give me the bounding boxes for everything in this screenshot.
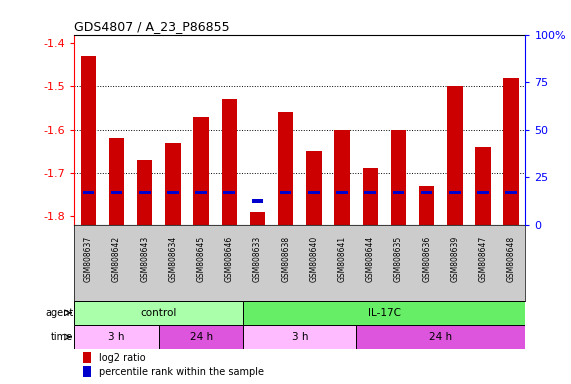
Text: GSM808637: GSM808637: [84, 236, 93, 282]
Bar: [356, 325, 525, 349]
Bar: [280, 190, 291, 194]
Bar: [83, 366, 91, 377]
Bar: [74, 325, 159, 349]
Text: GSM808636: GSM808636: [422, 236, 431, 282]
Text: control: control: [140, 308, 177, 318]
Bar: [159, 325, 243, 349]
Text: time: time: [51, 332, 74, 342]
Text: GSM808634: GSM808634: [168, 236, 178, 282]
Bar: [364, 190, 376, 194]
Bar: [278, 113, 293, 225]
Text: GDS4807 / A_23_P86855: GDS4807 / A_23_P86855: [74, 20, 230, 33]
Bar: [475, 147, 491, 225]
Bar: [504, 78, 519, 225]
Bar: [447, 86, 463, 225]
Bar: [83, 352, 91, 363]
Bar: [421, 190, 432, 194]
Bar: [194, 117, 209, 225]
Bar: [334, 130, 350, 225]
Bar: [243, 325, 356, 349]
Text: GSM808639: GSM808639: [451, 236, 459, 282]
Text: GSM808640: GSM808640: [309, 236, 319, 282]
Text: GSM808647: GSM808647: [478, 236, 488, 282]
Bar: [308, 190, 320, 194]
Bar: [250, 212, 266, 225]
Bar: [222, 99, 237, 225]
Text: GSM808646: GSM808646: [225, 236, 234, 282]
Bar: [81, 56, 96, 225]
Text: IL-17C: IL-17C: [368, 308, 401, 318]
Text: GSM808642: GSM808642: [112, 236, 121, 282]
Text: log2 ratio: log2 ratio: [99, 353, 146, 363]
Text: GSM808633: GSM808633: [253, 236, 262, 282]
Bar: [139, 190, 151, 194]
Bar: [83, 190, 94, 194]
Bar: [505, 190, 517, 194]
Bar: [165, 142, 180, 225]
Bar: [363, 169, 378, 225]
Text: GSM808641: GSM808641: [337, 236, 347, 282]
Bar: [195, 190, 207, 194]
Bar: [449, 190, 461, 194]
Text: GSM808648: GSM808648: [506, 236, 516, 282]
Text: percentile rank within the sample: percentile rank within the sample: [99, 367, 264, 377]
Text: GSM808643: GSM808643: [140, 236, 149, 282]
Bar: [419, 186, 435, 225]
Bar: [243, 301, 525, 325]
Bar: [167, 190, 179, 194]
Text: GSM808638: GSM808638: [281, 236, 290, 282]
Bar: [477, 190, 489, 194]
Text: GSM808635: GSM808635: [394, 236, 403, 282]
Bar: [108, 138, 124, 225]
Text: GSM808644: GSM808644: [366, 236, 375, 282]
Bar: [137, 160, 152, 225]
Bar: [393, 190, 404, 194]
Bar: [223, 190, 235, 194]
Bar: [336, 190, 348, 194]
Text: 24 h: 24 h: [190, 332, 212, 342]
Text: 24 h: 24 h: [429, 332, 452, 342]
Bar: [306, 151, 321, 225]
Bar: [252, 199, 263, 203]
Bar: [391, 130, 406, 225]
Text: 3 h: 3 h: [292, 332, 308, 342]
Text: GSM808645: GSM808645: [196, 236, 206, 282]
Text: 3 h: 3 h: [108, 332, 125, 342]
Bar: [74, 301, 243, 325]
Text: agent: agent: [45, 308, 74, 318]
Bar: [111, 190, 122, 194]
